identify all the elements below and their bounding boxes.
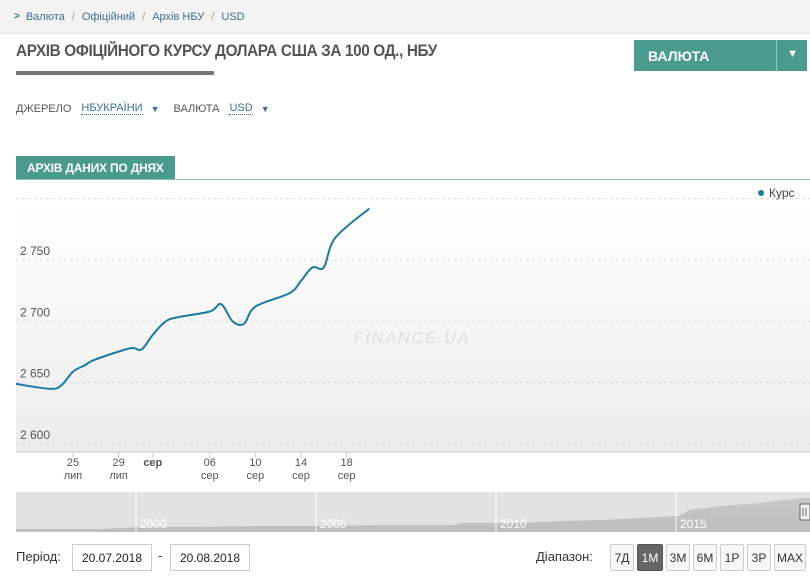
range-button-6m[interactable]: 6М: [693, 544, 717, 571]
legend-marker: [758, 190, 764, 196]
y-axis-labels: 2 600 2 650 2 700 2 750: [20, 244, 50, 442]
x-tick-month-label: лип: [109, 470, 128, 482]
y-tick-label: 2 600: [20, 428, 50, 442]
currency-dropdown[interactable]: ВАЛЮТА ▼: [634, 40, 807, 71]
x-tick-label: 25: [67, 457, 79, 469]
range-button-1m[interactable]: 1М: [637, 544, 663, 571]
x-tick-label: 18: [340, 457, 352, 469]
x-tick-label: 14: [295, 457, 307, 469]
gridlines: [16, 198, 810, 445]
chevron-down-icon: ▼: [787, 48, 798, 60]
bottom-controls: Період: 20.07.2018 - 20.08.2018 Діапазон…: [0, 540, 810, 576]
legend[interactable]: Курс: [758, 186, 795, 200]
period-label: Період:: [16, 549, 61, 564]
range-label: Діапазон:: [536, 549, 593, 564]
currency-chevron-down-icon[interactable]: ▼: [260, 103, 270, 114]
y-tick-label: 2 700: [20, 305, 50, 319]
title-underline: [16, 71, 214, 75]
navigator-series-area: [16, 498, 810, 532]
navigator-year-label: 2005: [320, 517, 347, 531]
source-select[interactable]: НБУКРАЇНИ: [81, 102, 143, 115]
plot-background: [16, 204, 810, 452]
breadcrumb-item-usd[interactable]: USD: [221, 10, 245, 23]
x-tick-month-label: сер: [247, 470, 265, 482]
range-button-3y[interactable]: 3Р: [747, 544, 771, 571]
page-title: АРХІВ ОФІЦІЙНОГО КУРСУ ДОЛАРА США ЗА 100…: [16, 41, 437, 60]
source-chevron-down-icon[interactable]: ▼: [150, 103, 160, 114]
navigator-handle[interactable]: [799, 503, 810, 521]
x-tick-label: 29: [112, 457, 124, 469]
currency-select[interactable]: USD: [229, 102, 253, 115]
series-line-kurs: [15, 207, 371, 390]
breadcrumb-separator: /: [142, 10, 146, 23]
x-tick-month-label: лип: [64, 470, 83, 482]
navigator-year-label: 2000: [140, 517, 167, 531]
dropdown-divider: [776, 40, 777, 71]
currency-label: ВАЛЮТА: [173, 102, 220, 115]
breadcrumb-item-nbu-archive[interactable]: Архів НБУ: [152, 10, 205, 23]
navigator-year-label: 2015: [680, 517, 707, 531]
breadcrumb-item-official[interactable]: Офіційний: [81, 10, 136, 23]
range-button-max[interactable]: MAX: [774, 544, 806, 571]
period-to-input[interactable]: 20.08.2018: [170, 544, 250, 571]
navigator[interactable]: 2000 2005 2010 2015: [16, 492, 810, 532]
range-button-7d[interactable]: 7Д: [610, 544, 634, 571]
x-tick-month-label: сер: [292, 470, 310, 482]
currency-dropdown-label: ВАЛЮТА: [648, 47, 710, 64]
navigator-year-label: 2010: [500, 517, 527, 531]
watermark: FINANCE.UA: [354, 330, 471, 347]
range-button-3m[interactable]: 3М: [666, 544, 690, 571]
breadcrumb-separator: /: [211, 10, 215, 23]
breadcrumb-chevron-icon: >: [14, 11, 20, 22]
breadcrumb-item-currency[interactable]: Валюта: [25, 10, 65, 23]
x-tick-month-label: сер: [338, 470, 356, 482]
breadcrumb: > Валюта / Офіційний / Архів НБУ / USD: [0, 0, 810, 34]
period-dash: -: [158, 548, 163, 563]
source-label: ДЖЕРЕЛО: [16, 102, 72, 115]
breadcrumb-separator: /: [71, 10, 75, 23]
y-tick-label: 2 650: [20, 367, 50, 381]
range-button-1y[interactable]: 1Р: [720, 544, 744, 571]
y-tick-label: 2 750: [20, 244, 50, 258]
tab-daily-archive[interactable]: АРХІВ ДАНИХ ПО ДНЯХ: [16, 156, 175, 179]
filters: ДЖЕРЕЛО НБУКРАЇНИ ▼ ВАЛЮТА USD ▼: [16, 102, 284, 115]
x-tick-label: 10: [249, 457, 261, 469]
x-tick-label: 06: [204, 457, 216, 469]
x-tick-month-label: сер: [201, 470, 219, 482]
legend-label: Курс: [769, 186, 795, 200]
tab-underline: [16, 179, 810, 180]
x-tick-label: сер: [143, 457, 162, 469]
period-from-input[interactable]: 20.07.2018: [72, 544, 152, 571]
